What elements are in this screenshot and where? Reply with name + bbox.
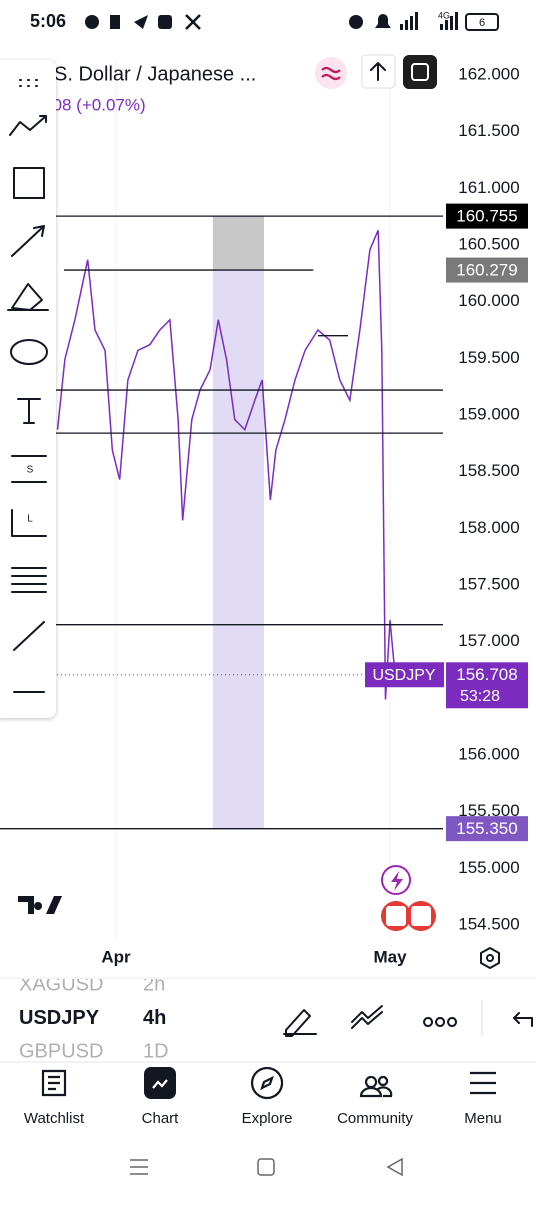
price-tag-label: 160.755: [456, 207, 517, 226]
y-tick-label: 156.000: [458, 744, 519, 763]
ellipse-tool[interactable]: [10, 339, 48, 365]
long-label: L: [27, 514, 33, 525]
symbol-tag-label: USDJPY: [372, 667, 435, 684]
network: 4G: [438, 10, 450, 20]
price-tag: [446, 257, 528, 283]
nav-label[interactable]: Watchlist: [24, 1110, 85, 1127]
draw-button[interactable]: [283, 1009, 317, 1037]
nav-icon[interactable]: [470, 1071, 496, 1095]
price-line: [56, 229, 399, 700]
long-tool[interactable]: [11, 509, 47, 537]
symbol-interval[interactable]: 4h: [143, 1007, 166, 1029]
symbol-name[interactable]: GBPUSD: [19, 1040, 103, 1062]
symbol-name[interactable]: XAGUSD: [19, 973, 103, 995]
price-tag: [446, 203, 528, 229]
symbol-tag: [365, 662, 444, 688]
recent-apps[interactable]: [130, 1159, 148, 1175]
range-body: [212, 270, 264, 829]
price-tag-label: 160.279: [456, 261, 517, 280]
y-tick-label: 159.500: [458, 348, 519, 367]
status-icons: [85, 12, 458, 30]
flag: [411, 906, 431, 926]
drawing-toolbar: S L: [0, 60, 56, 718]
home-button[interactable]: [257, 1158, 275, 1176]
toolbar-handle: [19, 79, 38, 87]
y-tick-label: 161.000: [458, 178, 519, 197]
toolbar-panel: [0, 60, 56, 718]
settings-dot: [486, 954, 494, 962]
y-tick-label: 155.000: [458, 858, 519, 877]
last-price-tag: [446, 662, 528, 709]
fullscreen-icon: [411, 63, 429, 81]
y-tick-label: 161.500: [458, 121, 519, 140]
line-tool[interactable]: [13, 621, 45, 651]
arrow-tool[interactable]: [11, 225, 45, 257]
nav-label[interactable]: Community: [337, 1110, 413, 1127]
symbol-title: U.S. Dollar / Japanese ...: [34, 63, 256, 85]
symbol-picker: XAGUSD 2h USDJPY 4h GBPUSD 1D: [19, 973, 169, 1062]
short-tool[interactable]: [11, 455, 47, 483]
text-tool[interactable]: [17, 398, 41, 424]
nav-icon[interactable]: [41, 1069, 67, 1097]
chart-area: Apr May 162.000 161.500 161.000 160.500 160.00…: [0, 60, 528, 966]
logo: [18, 896, 62, 914]
publish-icon: [370, 62, 386, 81]
range-top: [212, 216, 264, 271]
nav-icon[interactable]: [251, 1066, 284, 1100]
y-tick-label: 162.000: [458, 64, 519, 83]
compare-button[interactable]: [315, 57, 347, 89]
compare-icon: [321, 66, 341, 81]
back-button[interactable]: [386, 1157, 403, 1177]
x-tick-label: May: [373, 947, 407, 966]
brush-tool[interactable]: [7, 283, 49, 311]
battery: [465, 13, 499, 31]
nav-label[interactable]: Chart: [142, 1110, 180, 1127]
countdown: 53:28: [460, 688, 500, 705]
trend-tool[interactable]: [9, 115, 47, 136]
y-tick-label: 158.000: [458, 518, 519, 537]
price-tag-label: 155.350: [456, 819, 517, 838]
settings-button[interactable]: [480, 947, 500, 969]
lightning: [391, 871, 403, 891]
more-button[interactable]: [423, 1017, 458, 1027]
nav-icon[interactable]: [359, 1075, 393, 1098]
rectangle-tool[interactable]: [13, 167, 45, 199]
y-tick-label: 160.500: [458, 234, 519, 253]
fib-tool[interactable]: [11, 567, 47, 593]
flag: [386, 906, 406, 926]
x-tick-label: Apr: [101, 947, 131, 966]
bottom-nav: Watchlist Chart Explore Community Menu: [24, 1066, 502, 1127]
nav-label[interactable]: Explore: [242, 1110, 293, 1127]
y-tick-label: 154.500: [458, 914, 519, 933]
symbol-interval[interactable]: 2h: [143, 973, 165, 995]
y-tick-label: 155.500: [458, 801, 519, 820]
y-tick-label: 158.500: [458, 461, 519, 480]
battery-level: 6: [479, 17, 485, 29]
y-tick-label: 157.000: [458, 631, 519, 650]
nav-label[interactable]: Menu: [464, 1110, 502, 1127]
y-tick-label: 157.500: [458, 574, 519, 593]
price-tag: [446, 816, 528, 842]
y-tick-label: 159.000: [458, 404, 519, 423]
undo-button[interactable]: [513, 1012, 533, 1027]
symbol-interval[interactable]: 1D: [143, 1040, 169, 1062]
y-tick-label: 160.000: [458, 291, 519, 310]
last-price-label: 156.708: [456, 665, 517, 684]
fullscreen-button[interactable]: [403, 55, 437, 89]
indicator-button[interactable]: [351, 1005, 383, 1029]
time: 5:06: [30, 11, 66, 31]
symbol-name[interactable]: USDJPY: [19, 1007, 100, 1029]
short-label: S: [27, 465, 34, 476]
nav-icon[interactable]: [152, 1079, 168, 1089]
